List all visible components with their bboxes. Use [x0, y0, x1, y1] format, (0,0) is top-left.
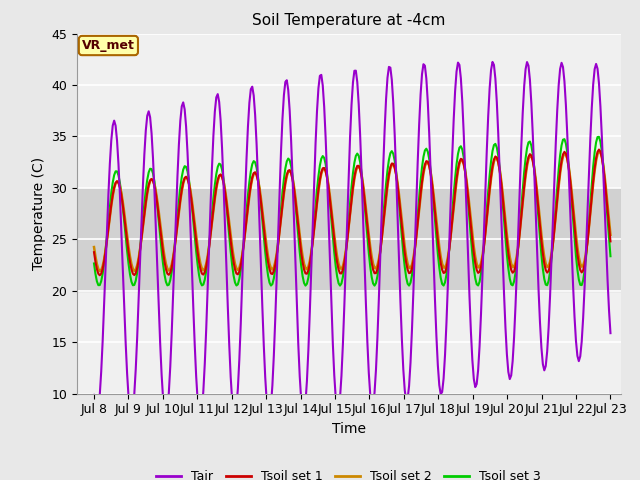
Y-axis label: Temperature (C): Temperature (C) — [31, 157, 45, 270]
X-axis label: Time: Time — [332, 422, 366, 436]
Title: Soil Temperature at -4cm: Soil Temperature at -4cm — [252, 13, 445, 28]
Legend: Tair, Tsoil set 1, Tsoil set 2, Tsoil set 3: Tair, Tsoil set 1, Tsoil set 2, Tsoil se… — [152, 465, 546, 480]
Text: VR_met: VR_met — [82, 39, 135, 52]
Bar — [77, 188, 621, 291]
